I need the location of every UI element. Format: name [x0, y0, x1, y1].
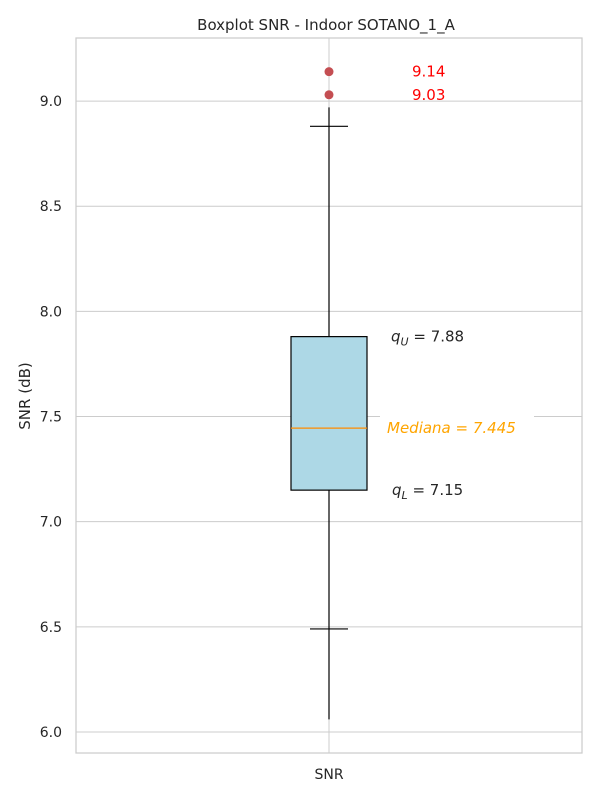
- y-tick-label: 8.5: [40, 199, 62, 215]
- plot-frame: [75, 37, 583, 754]
- box-group: [290, 107, 368, 720]
- outlier-label: 9.14: [412, 63, 445, 81]
- outliers: 9.14 9.03: [324, 63, 445, 104]
- lower-quartile-label: qL = 7.15: [392, 481, 463, 502]
- x-tick-label: SNR: [314, 767, 343, 783]
- outlier-point: [324, 67, 334, 77]
- iqr-box: [290, 336, 368, 491]
- y-tick-label: 6.5: [40, 620, 62, 636]
- y-tick-label: 7.5: [40, 410, 62, 426]
- chart-title: Boxplot SNR - Indoor SOTANO_1_A: [197, 16, 455, 35]
- y-tick-label: 9.0: [40, 94, 62, 110]
- upper-quartile-label: qU = 7.88: [391, 328, 464, 349]
- y-axis-label: SNR (dB): [16, 362, 34, 429]
- annotations: qU = 7.88 qL = 7.15 Mediana = 7.445: [380, 328, 534, 502]
- outlier-label: 9.03: [412, 86, 445, 104]
- outlier-point: [324, 90, 334, 100]
- y-tick-labels: 6.0 6.5 7.0 7.5 8.0 8.5 9.0: [40, 94, 62, 741]
- y-tick-label: 6.0: [40, 725, 62, 741]
- y-tick-label: 7.0: [40, 515, 62, 531]
- y-tick-label: 8.0: [40, 304, 62, 320]
- median-label-background: [380, 414, 534, 439]
- median-label: Mediana = 7.445: [387, 419, 516, 437]
